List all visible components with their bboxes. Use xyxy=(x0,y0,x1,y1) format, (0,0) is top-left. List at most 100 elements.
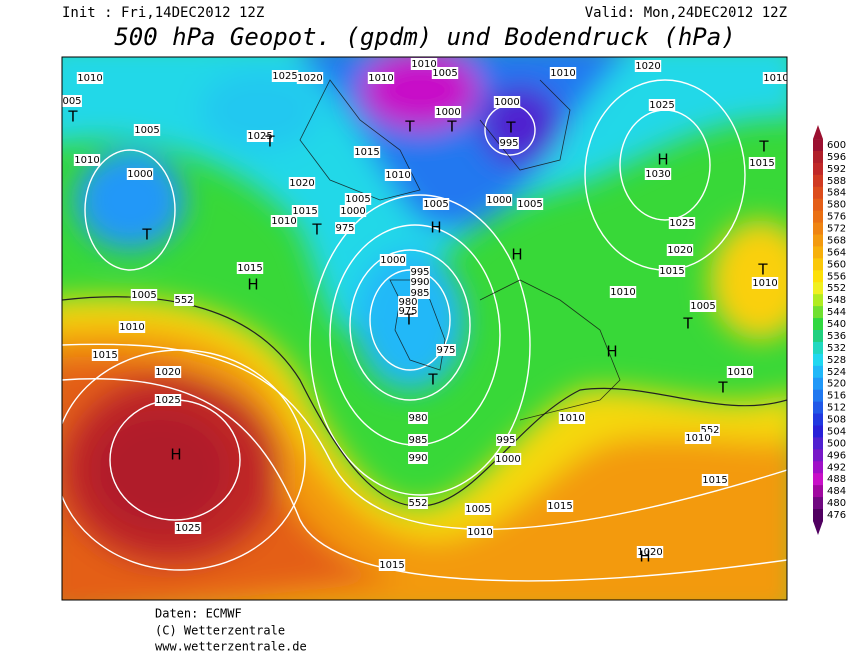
isobar-label: 980 xyxy=(408,413,427,424)
label-box xyxy=(62,95,82,107)
isobar-label: 1010 xyxy=(119,322,144,333)
pressure-center: T xyxy=(505,119,516,137)
label-box xyxy=(271,70,299,82)
isobar-label: 1025 xyxy=(272,71,297,82)
label-box xyxy=(384,169,412,181)
colorbar-label: 576 xyxy=(827,212,846,223)
label-box xyxy=(658,265,686,277)
label-box xyxy=(76,72,104,84)
isobar-label: 1010 xyxy=(385,170,410,181)
isobar-label: 1000 xyxy=(435,107,460,118)
colorbar-cell xyxy=(813,270,823,283)
pressure-center: T xyxy=(141,226,152,244)
isobar-label: 1000 xyxy=(486,195,511,206)
label-box xyxy=(270,215,298,227)
colorbar-cell xyxy=(813,139,823,152)
isobar-label: 985 xyxy=(408,435,427,446)
colorbar-label: 584 xyxy=(827,188,846,199)
isobar-label: 1020 xyxy=(297,73,322,84)
label-box xyxy=(726,366,754,378)
colorbar-cell xyxy=(813,365,823,379)
isobar-label: 1015 xyxy=(702,475,727,486)
label-box xyxy=(174,522,202,534)
isobar-label: 975 xyxy=(398,306,417,317)
colorbar-label: 492 xyxy=(827,462,846,473)
label-box xyxy=(668,217,696,229)
pressure-center: T xyxy=(403,311,414,329)
isobar-label: 1005 xyxy=(517,199,542,210)
label-box xyxy=(236,262,264,274)
label-box xyxy=(516,198,544,210)
label-box xyxy=(353,146,381,158)
map-frame xyxy=(61,56,788,601)
colorbar-label: 564 xyxy=(827,247,846,258)
label-box xyxy=(546,500,574,512)
map-title: 500 hPa Geopot. (gpdm) und Bodendruck (h… xyxy=(114,23,735,51)
label-box xyxy=(762,72,787,84)
label-box xyxy=(684,432,712,444)
label-box xyxy=(466,526,494,538)
colorbar-label: 532 xyxy=(827,343,846,354)
colorbar: 6005965925885845805765725685645605565525… xyxy=(813,125,846,535)
colorbar-cell xyxy=(813,246,823,259)
label-box xyxy=(464,503,492,515)
isobar-label: 1010 xyxy=(610,287,635,298)
isobar-label: 1005 xyxy=(432,68,457,79)
colorbar-label: 520 xyxy=(827,379,846,390)
label-box xyxy=(549,67,577,79)
label-box xyxy=(493,96,521,108)
colorbar-cell xyxy=(813,318,823,331)
colorbar-cell xyxy=(813,449,823,462)
label-box xyxy=(246,130,274,142)
pressure-center: H xyxy=(511,246,522,264)
label-box xyxy=(339,205,367,217)
colorbar-cell xyxy=(813,497,823,510)
pressure-center: T xyxy=(682,315,693,333)
colorbar-label: 580 xyxy=(827,200,846,211)
pressure-center: H xyxy=(639,548,650,566)
label-box xyxy=(91,349,119,361)
label-box xyxy=(408,452,428,464)
valid-time: Valid: Mon,24DEC2012 12Z xyxy=(585,5,787,21)
isobar-label: 1010 xyxy=(368,73,393,84)
label-box xyxy=(288,177,316,189)
isobar-label: 1010 xyxy=(411,59,436,70)
pressure-center: T xyxy=(757,261,768,279)
pressure-center: T xyxy=(67,108,78,126)
label-box xyxy=(644,168,672,180)
isobar-label: 1015 xyxy=(354,147,379,158)
isobar-label: 1000 xyxy=(127,169,152,180)
label-box xyxy=(174,294,194,306)
isobar-label: 1010 xyxy=(559,413,584,424)
colorbar-cell xyxy=(813,234,823,247)
colorbar-cell xyxy=(813,186,823,200)
label-box xyxy=(748,157,776,169)
isobar-label: 1005 xyxy=(134,125,159,136)
isobar-label: 1025 xyxy=(669,218,694,229)
label-box xyxy=(436,344,456,356)
label-box xyxy=(434,106,462,118)
isobar-label: 1010 xyxy=(763,73,788,84)
isobar-label: 995 xyxy=(410,267,429,278)
colorbar-label: 588 xyxy=(827,176,846,187)
label-box xyxy=(410,276,430,288)
colorbar-cell xyxy=(813,401,823,415)
pressure-center: T xyxy=(758,138,769,156)
isobar-label: 1015 xyxy=(379,560,404,571)
isobar-label: 1025 xyxy=(175,523,200,534)
isobar-label: 1015 xyxy=(237,263,262,274)
colorbar-cell xyxy=(813,258,823,271)
colorbar-cell xyxy=(813,282,823,295)
colorbar-label: 536 xyxy=(827,331,846,342)
colorbar-label: 484 xyxy=(827,486,846,497)
colorbar-label: 476 xyxy=(827,510,846,521)
pressure-center: T xyxy=(404,118,415,136)
isobar-label: 1000 xyxy=(380,255,405,266)
isobar-label: 1020 xyxy=(667,245,692,256)
colorbar-label: 500 xyxy=(827,438,846,449)
label-box xyxy=(648,99,676,111)
isobar-label: 1025 xyxy=(247,131,272,142)
isobar-label: 1000 xyxy=(340,206,365,217)
colorbar-label: 560 xyxy=(827,259,846,270)
isobar-label: 1015 xyxy=(92,350,117,361)
